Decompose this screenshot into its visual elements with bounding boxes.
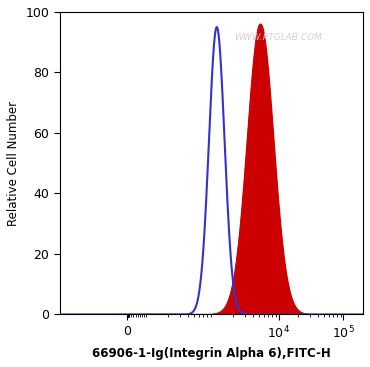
- Text: WWW.PTGLAB.COM: WWW.PTGLAB.COM: [234, 33, 322, 42]
- Y-axis label: Relative Cell Number: Relative Cell Number: [7, 101, 20, 226]
- X-axis label: 66906-1-Ig(Integrin Alpha 6),FITC-H: 66906-1-Ig(Integrin Alpha 6),FITC-H: [92, 347, 331, 360]
